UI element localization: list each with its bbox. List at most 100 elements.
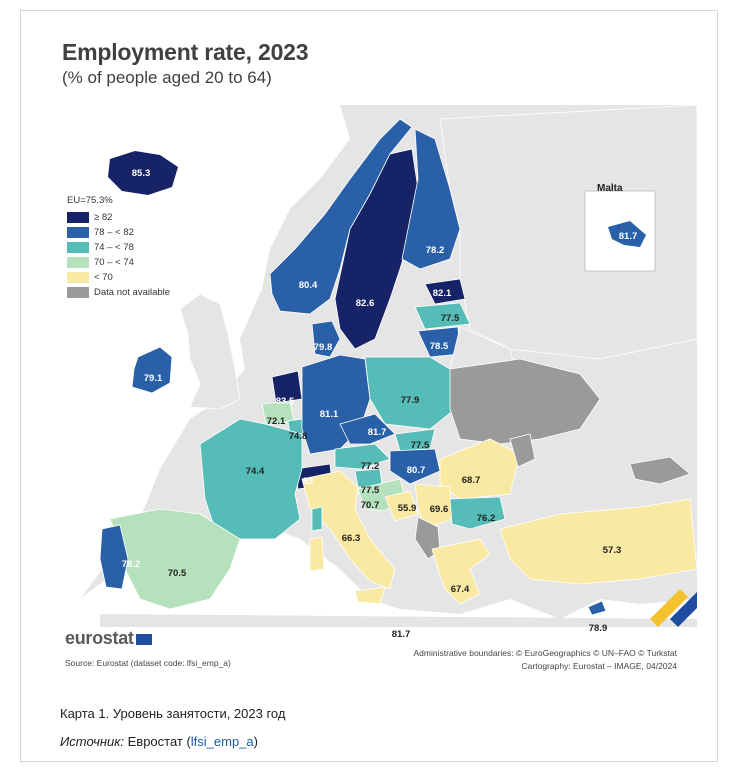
source-text: Евростат ( — [124, 734, 191, 749]
region-czechia — [339, 413, 396, 445]
label-estonia: 82.1 — [433, 288, 452, 299]
region-russia — [439, 104, 697, 360]
label-austria: 77.2 — [361, 461, 380, 472]
map-figure: Employment rate, 2023 (% of people aged … — [40, 35, 697, 677]
region-turkey — [499, 498, 697, 585]
credits-cartography: Cartography: Eurostat – IMAGE, 04/2024 — [521, 661, 677, 671]
label-denmark: 79.8 — [314, 342, 333, 353]
legend-label: < 70 — [94, 272, 113, 283]
map-value-labels: 85.3 80.4 82.6 78.2 82.1 77.5 78.5 79.8 … — [122, 168, 638, 639]
legend-item: ≥ 82 — [67, 210, 170, 225]
region-sicily — [354, 586, 386, 605]
map-legend: EU=75.3% ≥ 82 78 – < 82 74 – < 78 70 – <… — [67, 195, 170, 300]
label-lithuania: 78.5 — [430, 341, 449, 352]
legend-item: < 70 — [67, 270, 170, 285]
legend-item: 78 – < 82 — [67, 225, 170, 240]
source-prefix: Источник: — [60, 734, 124, 749]
label-france: 74.4 — [246, 466, 265, 477]
credits-boundaries: Administrative boundaries: © EuroGeograp… — [413, 648, 677, 658]
label-bulgaria: 76.2 — [477, 513, 496, 524]
label-germany: 81.1 — [320, 409, 339, 420]
label-malta-inset: 81.7 — [619, 231, 638, 242]
region-north-africa — [100, 614, 697, 627]
region-latvia — [414, 302, 471, 330]
region-denmark — [311, 320, 341, 358]
label-serbia: 69.6 — [430, 504, 449, 515]
label-croatia: 70.7 — [361, 500, 380, 511]
label-latvia: 77.5 — [441, 313, 460, 324]
region-cyprus — [587, 600, 607, 616]
legend-eu-average: EU=75.3% — [67, 195, 113, 206]
label-slovakia: 77.5 — [411, 440, 430, 451]
region-austria — [334, 443, 391, 470]
region-malta-inset — [608, 221, 646, 247]
label-netherlands: 83.5 — [276, 396, 295, 407]
region-italy — [301, 470, 396, 590]
map-source-note: Source: Eurostat (dataset code: lfsi_emp… — [65, 658, 231, 668]
region-corsica — [311, 506, 323, 532]
legend-item: 74 – < 78 — [67, 240, 170, 255]
label-portugal: 78.2 — [122, 559, 141, 570]
region-romania — [439, 438, 521, 500]
region-serbia — [414, 483, 453, 530]
region-iceland — [108, 151, 178, 195]
figure-caption: Карта 1. Уровень занятости, 2023 год — [60, 706, 286, 721]
label-romania: 68.7 — [462, 475, 481, 486]
legend-swatch — [67, 257, 89, 268]
region-bosnia — [384, 490, 419, 522]
source-suffix: ) — [253, 734, 259, 749]
europe-map: 85.3 80.4 82.6 78.2 82.1 77.5 78.5 79.8 … — [40, 99, 697, 639]
label-poland: 77.9 — [401, 395, 420, 406]
region-ireland — [131, 346, 173, 394]
label-ireland: 79.1 — [144, 373, 163, 384]
label-greece: 67.4 — [451, 584, 470, 595]
map-subtitle: (% of people aged 20 to 64) — [62, 68, 272, 87]
eurostat-stripes-graphic — [650, 589, 697, 627]
label-belgium: 72.1 — [267, 416, 286, 427]
dataset-link[interactable]: lfsi_emp_a — [190, 734, 254, 749]
label-iceland: 85.3 — [132, 168, 151, 179]
legend-label: Data not available — [94, 287, 171, 298]
region-poland — [364, 356, 456, 430]
legend-swatch — [67, 272, 89, 283]
region-france — [199, 418, 303, 540]
legend-swatch — [67, 287, 89, 298]
legend-label: ≥ 82 — [94, 212, 113, 223]
region-sardinia — [309, 536, 325, 572]
legend-label: 70 – < 74 — [94, 257, 134, 268]
label-sweden: 82.6 — [356, 298, 375, 309]
label-norway: 80.4 — [299, 280, 318, 291]
legend-label: 78 – < 82 — [94, 227, 134, 238]
label-italy: 66.3 — [342, 533, 361, 544]
eu-flag-icon — [135, 633, 152, 645]
legend-swatch — [67, 227, 89, 238]
eurostat-logo-text: eurostat — [65, 628, 134, 648]
region-sweden — [334, 148, 419, 350]
legend-swatch — [67, 242, 89, 253]
region-ukraine — [449, 358, 601, 445]
region-portugal — [99, 524, 129, 590]
label-malta: 81.7 — [392, 629, 411, 639]
region-caucasus-na — [629, 456, 691, 485]
malta-inset-label: Malta — [597, 183, 623, 194]
source-line: Источник: Евростат (lfsi_emp_a) — [60, 734, 258, 749]
label-switzerland: 83 — [303, 476, 314, 487]
label-bosnia: 55.9 — [398, 503, 417, 514]
region-bulgaria — [449, 496, 506, 530]
label-cyprus: 78.9 — [589, 623, 608, 634]
label-finland: 78.2 — [426, 245, 445, 256]
region-greece — [431, 538, 491, 605]
legend-item: 70 – < 74 — [67, 255, 170, 270]
region-estonia — [424, 278, 466, 305]
label-luxembourg: 74.8 — [289, 431, 308, 442]
figure-frame: Employment rate, 2023 (% of people aged … — [20, 10, 718, 762]
map-credits: Administrative boundaries: © EuroGeograp… — [413, 647, 677, 673]
label-turkey: 57.3 — [603, 545, 622, 556]
label-spain: 70.5 — [168, 568, 187, 579]
legend-item: Data not available — [67, 285, 170, 300]
label-slovenia: 77.5 — [361, 485, 380, 496]
legend-swatch — [67, 212, 89, 223]
region-moldova — [509, 433, 536, 468]
region-finland — [401, 128, 461, 270]
region-uk — [179, 293, 241, 410]
